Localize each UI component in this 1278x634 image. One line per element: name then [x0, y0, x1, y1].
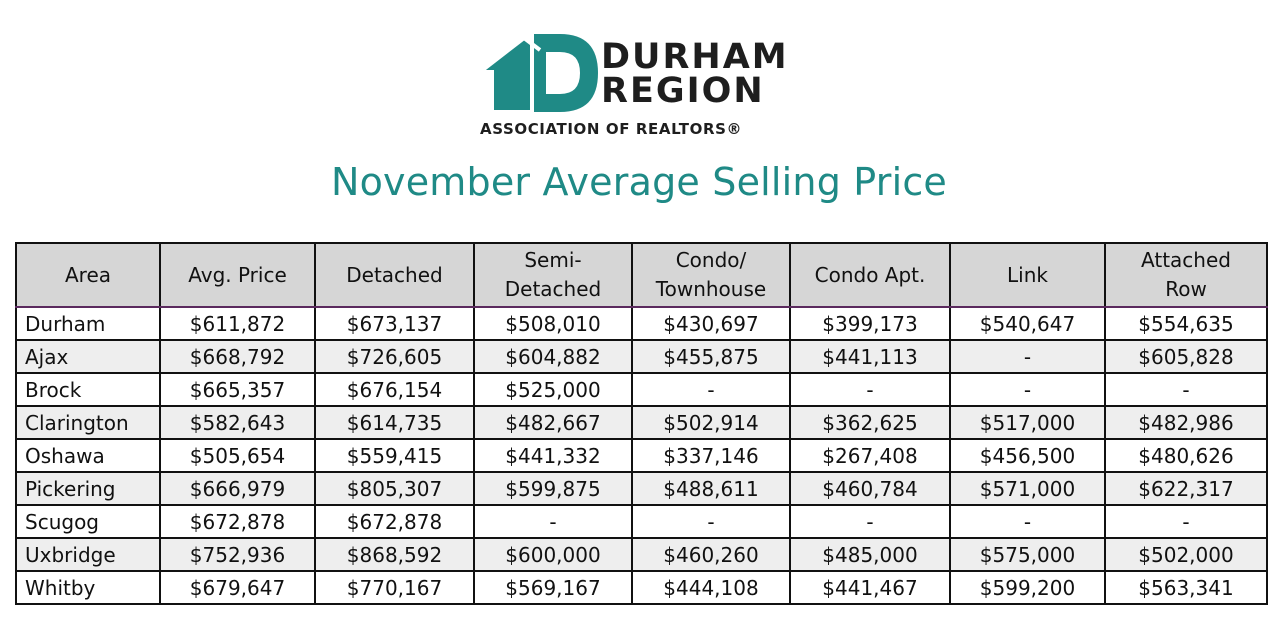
price-cell: $665,357 [159, 372, 316, 407]
price-cell: - [949, 372, 1106, 407]
column-header: Link [949, 242, 1106, 308]
price-cell: $582,643 [159, 405, 316, 440]
price-cell: $599,875 [473, 471, 633, 506]
price-cell: $502,914 [631, 405, 791, 440]
price-cell: $441,113 [789, 339, 951, 374]
price-cell: - [949, 339, 1106, 374]
price-cell: $362,625 [789, 405, 951, 440]
price-cell: $540,647 [949, 306, 1106, 341]
price-cell: $482,667 [473, 405, 633, 440]
price-cell: $622,317 [1104, 471, 1268, 506]
price-cell: - [473, 504, 633, 539]
price-cell: $455,875 [631, 339, 791, 374]
table-row: Scugog $672,878 $672,878- - - - - [15, 504, 1268, 539]
area-cell: Pickering [15, 471, 161, 506]
price-cell: $502,000 [1104, 537, 1268, 572]
column-header: Condo/Townhouse [631, 242, 791, 308]
price-cell: $770,167 [314, 570, 475, 605]
table-row: Ajax $668,792 $726,605 $604,882 $455,875 $441… [15, 339, 1268, 374]
table-body: Durham $611,872 $673,137 $508,010 $430,697 $3… [15, 306, 1268, 605]
price-cell: $571,000 [949, 471, 1106, 506]
table-row: Clarington $582,643 $614,735 $482,667 $502,9… [15, 405, 1268, 440]
price-table: Area Avg. Price Detached Semi- Detached Condo… [15, 242, 1268, 605]
price-cell: $441,332 [473, 438, 633, 473]
price-cell: $726,605 [314, 339, 475, 374]
price-cell: $605,828 [1104, 339, 1268, 374]
table-header-row: Area Avg. Price Detached Semi- Detached Condo… [15, 242, 1268, 308]
table-row: Oshawa $505,654 $559,415 $441,332 $337,146 $2… [15, 438, 1268, 473]
column-header: Semi- Detached [473, 242, 633, 308]
price-cell: $668,792 [159, 339, 316, 374]
price-cell: $805,307 [314, 471, 475, 506]
price-cell: $485,000 [789, 537, 951, 572]
area-cell: Brock [15, 372, 161, 407]
area-cell: Scugog [15, 504, 161, 539]
price-cell: $430,697 [631, 306, 791, 341]
logo-line-1: DURHAM [601, 37, 789, 77]
price-cell: $399,173 [789, 306, 951, 341]
price-cell: - [789, 372, 951, 407]
price-cell: - [1104, 372, 1268, 407]
price-cell: $460,260 [631, 537, 791, 572]
table-row: Durham $611,872 $673,137 $508,010 $430,697 $3… [15, 306, 1268, 341]
price-cell: $868,592 [314, 537, 475, 572]
price-cell: $517,000 [949, 405, 1106, 440]
price-cell: $672,878 [159, 504, 316, 539]
price-cell: $456,500 [949, 438, 1106, 473]
column-header: Area [15, 242, 161, 308]
column-header: Detached [314, 242, 475, 308]
column-header: Avg. Price [159, 242, 316, 308]
column-header: Condo Apt. [789, 242, 951, 308]
price-cell: $611,872 [159, 306, 316, 341]
price-cell: - [631, 504, 791, 539]
area-cell: Uxbridge [15, 537, 161, 572]
area-cell: Clarington [15, 405, 161, 440]
price-cell: - [789, 504, 951, 539]
price-cell: $267,408 [789, 438, 951, 473]
price-cell: $480,626 [1104, 438, 1268, 473]
area-cell: Oshawa [15, 438, 161, 473]
price-cell: $441,467 [789, 570, 951, 605]
table-row: Whitby $679,647 $770,167 $569,167 $444,108 $4… [15, 570, 1268, 605]
logo-tagline: ASSOCIATION OF REALTORS® [480, 120, 743, 138]
house-d-logo-icon [480, 34, 598, 112]
durham-region-logo: DURHAM REGION ASSOCIATION OF REALTORS® [480, 30, 810, 142]
price-cell: $676,154 [314, 372, 475, 407]
price-cell: $505,654 [159, 438, 316, 473]
page-title: November Average Selling Price [330, 160, 948, 204]
column-header: Attached Row [1104, 242, 1268, 308]
table-row: Pickering $666,979 $805,307 $599,875 $488,61… [15, 471, 1268, 506]
price-cell: - [631, 372, 791, 407]
price-cell: $673,137 [314, 306, 475, 341]
price-cell: $482,986 [1104, 405, 1268, 440]
price-cell: - [949, 504, 1106, 539]
price-cell: $569,167 [473, 570, 633, 605]
price-cell: $600,000 [473, 537, 633, 572]
price-cell: $599,200 [949, 570, 1106, 605]
price-cell: $679,647 [159, 570, 316, 605]
price-cell: $672,878 [314, 504, 475, 539]
price-cell: $666,979 [159, 471, 316, 506]
price-cell: $508,010 [473, 306, 633, 341]
price-cell: $554,635 [1104, 306, 1268, 341]
price-cell: $604,882 [473, 339, 633, 374]
price-cell: $488,611 [631, 471, 791, 506]
price-cell: $575,000 [949, 537, 1106, 572]
price-cell: $460,784 [789, 471, 951, 506]
price-cell: $444,108 [631, 570, 791, 605]
table-row: Uxbridge $752,936 $868,592 $600,000 $460,260… [15, 537, 1268, 572]
area-cell: Whitby [15, 570, 161, 605]
price-cell: $752,936 [159, 537, 316, 572]
area-cell: Durham [15, 306, 161, 341]
price-cell: $614,735 [314, 405, 475, 440]
price-cell: $559,415 [314, 438, 475, 473]
price-cell: - [1104, 504, 1268, 539]
price-cell: $525,000 [473, 372, 633, 407]
price-cell: $337,146 [631, 438, 791, 473]
price-cell: $563,341 [1104, 570, 1268, 605]
table-row: Brock $665,357 $676,154 $525,000- - - - [15, 372, 1268, 407]
area-cell: Ajax [15, 339, 161, 374]
logo-line-2: REGION [601, 71, 765, 111]
